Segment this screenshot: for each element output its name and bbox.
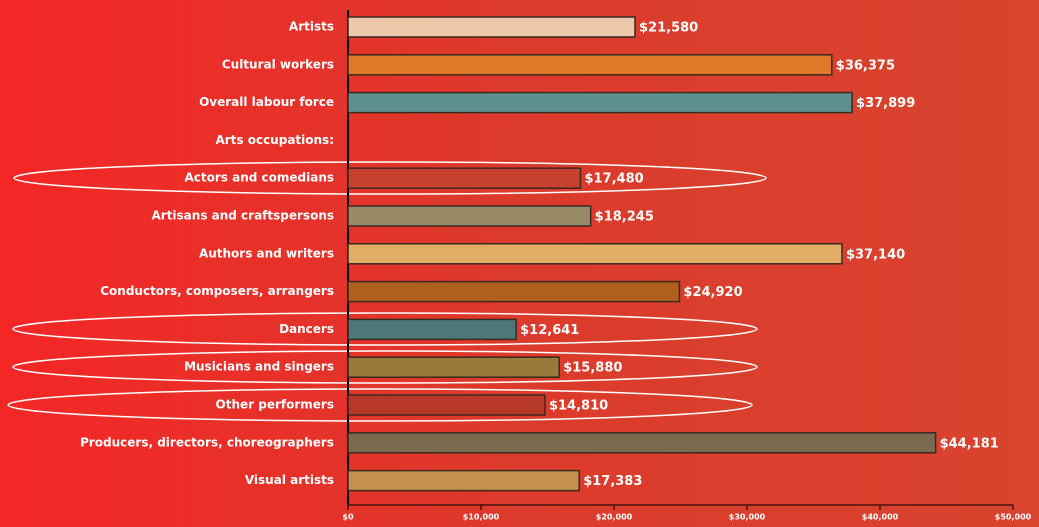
highlight-ellipse xyxy=(13,161,767,195)
bar xyxy=(347,205,592,227)
bar xyxy=(347,16,636,38)
category-label: Authors and writers xyxy=(199,246,334,260)
category-label: Artists xyxy=(289,20,334,34)
highlight-ellipse xyxy=(7,388,753,422)
highlights xyxy=(7,161,767,422)
x-tick-label: $20,000 xyxy=(596,513,633,522)
value-label: $15,880 xyxy=(563,361,622,376)
value-label: $37,140 xyxy=(846,247,905,262)
x-tick-label: $50,000 xyxy=(995,513,1032,522)
bar xyxy=(347,469,580,492)
category-label: Actors and comedians xyxy=(184,171,334,185)
bar xyxy=(347,432,937,454)
value-label: $14,810 xyxy=(549,399,608,414)
x-tick-label: $10,000 xyxy=(463,513,500,522)
value-label: $21,580 xyxy=(639,21,698,36)
value-label: $18,245 xyxy=(595,210,654,225)
bar xyxy=(347,91,853,114)
highlight-ellipse xyxy=(12,350,758,384)
category-label: Cultural workers xyxy=(222,57,334,71)
x-tick-label: $0 xyxy=(342,513,354,522)
value-label: $36,375 xyxy=(836,58,895,73)
value-label: $17,480 xyxy=(584,172,643,187)
category-label: Artisans and craftspersons xyxy=(151,209,334,223)
x-tick-label: $30,000 xyxy=(729,513,766,522)
highlight-ellipse xyxy=(12,312,758,346)
category-label: Conductors, composers, arrangers xyxy=(100,284,334,298)
value-label: $37,899 xyxy=(856,96,915,111)
category-label: Arts occupations: xyxy=(215,133,334,147)
category-label: Musicians and singers xyxy=(184,360,334,374)
category-label: Producers, directors, choreographers xyxy=(80,435,334,449)
value-label: $24,920 xyxy=(683,285,742,300)
bar xyxy=(347,54,833,76)
value-label: $44,181 xyxy=(940,436,999,451)
category-label: Overall labour force xyxy=(199,95,334,109)
category-label: Other performers xyxy=(216,398,334,412)
bar xyxy=(347,280,681,303)
bar xyxy=(347,318,517,341)
bar xyxy=(347,356,560,378)
bar xyxy=(347,243,843,265)
x-tick-label: $40,000 xyxy=(862,513,899,522)
bar xyxy=(347,167,582,189)
bar xyxy=(347,394,546,416)
value-label: $17,383 xyxy=(583,474,642,489)
category-label: Dancers xyxy=(279,322,334,336)
category-label: Visual artists xyxy=(245,473,334,487)
value-label: $12,641 xyxy=(520,323,579,338)
